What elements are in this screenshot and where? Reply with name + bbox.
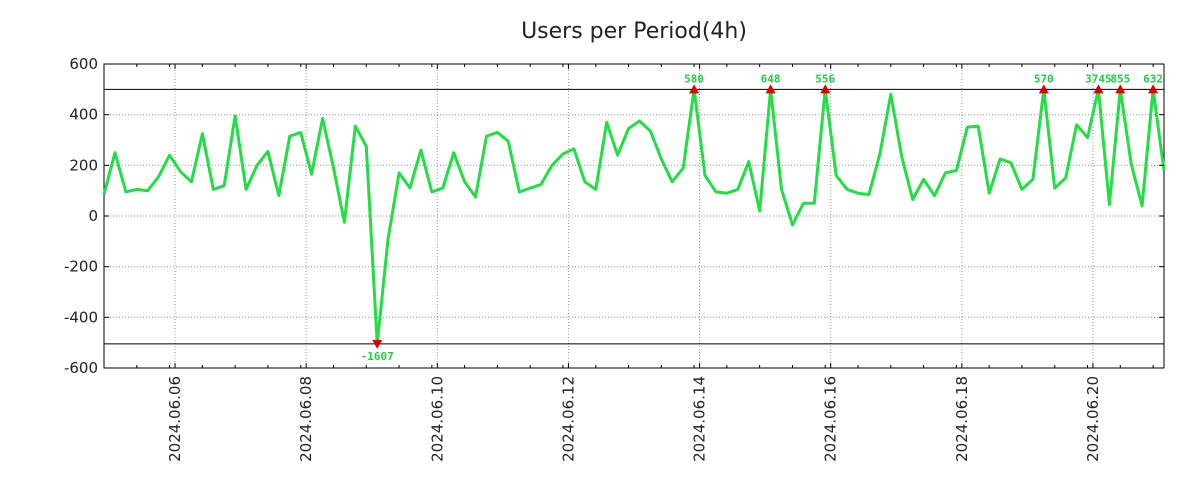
chart-title: Users per Period(4h)	[521, 19, 747, 44]
y-tick-label: 600	[69, 55, 98, 73]
peak-label: 3745	[1085, 72, 1112, 85]
y-tick-label: -600	[64, 359, 98, 377]
peak-marker	[689, 84, 700, 94]
peak-label: 580	[684, 72, 704, 85]
y-tick-label: -400	[64, 308, 98, 326]
peak-marker	[1115, 84, 1126, 94]
x-tick-label: 2024.06.14	[691, 376, 709, 462]
y-tick-label: -200	[64, 258, 98, 276]
y-axis: 600 400 200 0 -200 -400 -600	[64, 55, 1164, 377]
x-tick-label: 2024.06.16	[822, 376, 840, 462]
peak-marker	[1148, 84, 1159, 94]
y-tick-label: 400	[69, 106, 98, 124]
peak-label: 855	[1110, 72, 1130, 85]
x-axis: 2024.06.06 2024.06.08 2024.06.10 2024.06.12…	[103, 64, 1154, 462]
peak-label: 648	[761, 72, 781, 85]
y-tick-label: 200	[69, 156, 98, 174]
x-tick-label: 2024.06.20	[1084, 376, 1102, 462]
x-tick-label: 2024.06.12	[559, 376, 577, 462]
y-tick-label: 0	[88, 207, 98, 225]
trough-marker	[372, 339, 383, 349]
peak-label: 570	[1034, 72, 1054, 85]
series-layer	[102, 87, 1166, 346]
x-tick-label: 2024.06.18	[953, 376, 971, 462]
peak-marker	[1093, 84, 1104, 94]
peak-marker	[765, 84, 776, 94]
peak-label: 632	[1143, 72, 1163, 85]
peak-marker	[1038, 84, 1049, 94]
series-line-users	[102, 87, 1166, 346]
peak-label: 556	[815, 72, 835, 85]
x-tick-label: 2024.06.08	[297, 376, 315, 462]
x-tick-label: 2024.06.06	[166, 376, 184, 462]
threshold-lines	[104, 88, 1164, 345]
peak-marker	[820, 84, 831, 94]
x-tick-label: 2024.06.10	[428, 376, 446, 462]
trough-label: -1607	[361, 350, 394, 363]
plot-area	[103, 63, 1165, 369]
